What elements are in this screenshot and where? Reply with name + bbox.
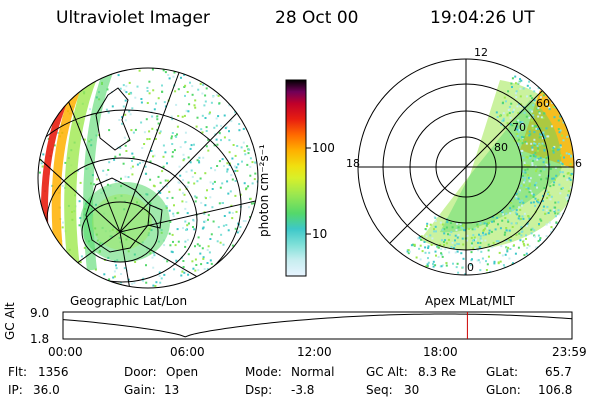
colorbar-tick-100: 100 [312, 141, 335, 155]
colorbar-unit-label: photon cm⁻²s⁻¹ [257, 144, 271, 237]
geographic-caption: Geographic Lat/Lon [70, 294, 188, 308]
gain-value: 13 [164, 383, 180, 397]
earth-limb [37, 67, 259, 289]
geographic-image-panel [37, 67, 259, 289]
time-tick-1200: 12:00 [297, 345, 332, 359]
glat-value: 65.7 [545, 365, 572, 379]
alt-y-max-label: 9.0 [30, 306, 50, 320]
time-tick-0000: 00:00 [48, 345, 83, 359]
gc-alt-label: GC Alt: [366, 365, 408, 379]
instrument-title: Ultraviolet Imager [56, 8, 210, 28]
mlt-12-label: 12 [474, 46, 488, 59]
glon-value: 106.8 [538, 383, 573, 397]
time-tick-2359: 23:59 [552, 345, 587, 359]
door-value: Open [166, 365, 199, 379]
magnetic-polar-panel [357, 58, 575, 276]
gc-alt-axis-label: GC Alt [3, 302, 17, 340]
mlat-70-label: 70 [512, 121, 526, 134]
flt-value: 1356 [38, 365, 69, 379]
dsp-value: -3.8 [291, 383, 315, 397]
gc-alt-value: 8.3 Re [418, 365, 457, 379]
door-label: Door: [124, 365, 157, 379]
time-tick-0600: 06:00 [170, 345, 205, 359]
seq-value: 30 [404, 383, 420, 397]
flt-label: Flt: [8, 365, 27, 379]
time-tick-1800: 18:00 [423, 345, 458, 359]
ip-label: IP: [8, 383, 23, 397]
altitude-plot [62, 311, 573, 340]
mode-value: Normal [291, 365, 335, 379]
colorbar [285, 79, 311, 277]
glat-label: GLat: [486, 365, 519, 379]
colorbar-tick-10: 10 [312, 227, 328, 241]
alt-y-min-label: 1.8 [30, 332, 50, 346]
mlt-18-label: 18 [346, 157, 360, 170]
emission-speckle-right [406, 74, 574, 275]
dsp-label: Dsp: [245, 383, 273, 397]
date-label: 28 Oct 00 [275, 8, 359, 28]
mlt-0-label: 0 [467, 261, 474, 274]
ip-value: 36.0 [33, 383, 60, 397]
apex-caption: Apex MLat/MLT [425, 294, 515, 308]
time-label: 19:04:26 UT [430, 8, 535, 28]
mlat-80-label: 80 [494, 141, 508, 154]
seq-label: Seq: [366, 383, 393, 397]
gain-label: Gain: [124, 383, 156, 397]
mlat-60-label: 60 [536, 97, 550, 110]
glon-label: GLon: [486, 383, 521, 397]
mode-label: Mode: [245, 365, 282, 379]
mlt-6-label: 6 [575, 157, 582, 170]
